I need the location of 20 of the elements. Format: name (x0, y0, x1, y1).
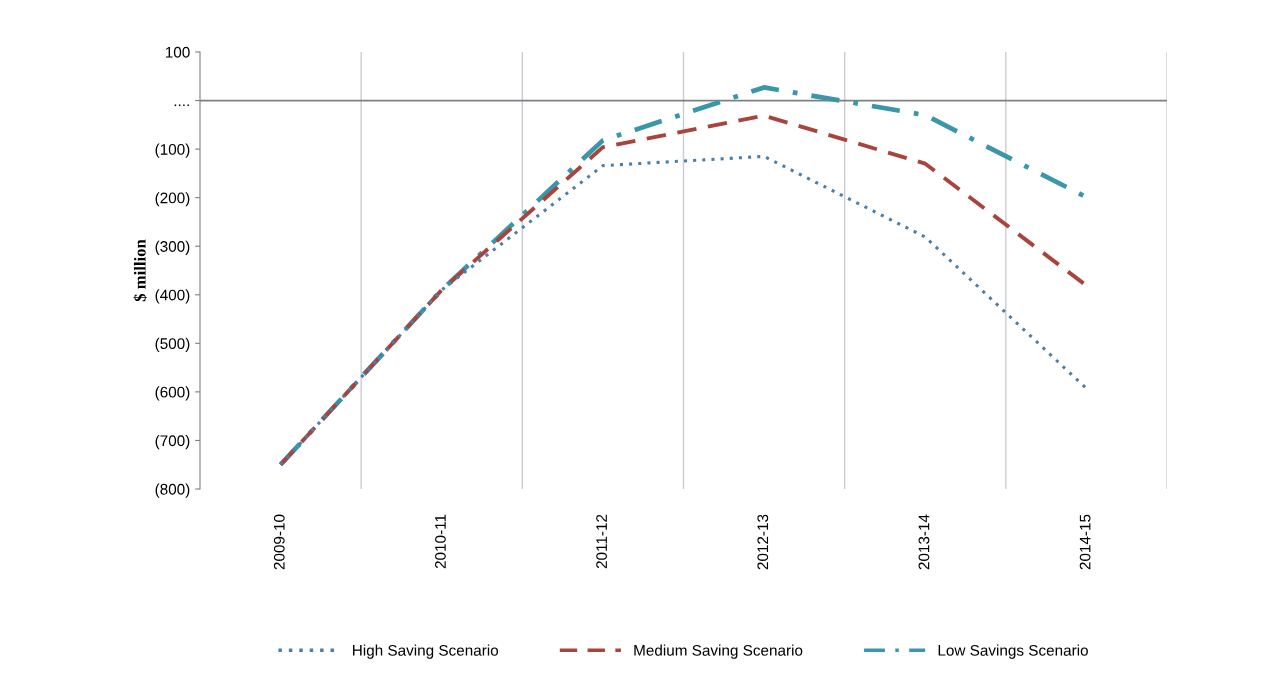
x-tick-label: 2013-14 (918, 514, 930, 570)
y-tick-label: 100 (165, 46, 190, 58)
y-tick-label: (500) (155, 337, 190, 353)
y-tick-label: (600) (155, 386, 190, 401)
x-tick-label: 2014-15 (1079, 514, 1091, 570)
y-tick-label: (200) (155, 192, 190, 207)
y-tick-label: .... (174, 104, 189, 107)
y-axis-title: $ million (133, 239, 147, 302)
x-tick-label: 2010-11 (435, 514, 446, 569)
legend-label: Low Savings Scenario (938, 644, 1088, 659)
y-tick-label: (700) (155, 434, 190, 450)
y-tick-label: (400) (155, 289, 190, 304)
legend-label: High Saving Scenario (353, 644, 499, 659)
x-tick-label: 2009-10 (273, 514, 285, 570)
x-tick-label: 2012-13 (757, 514, 769, 570)
legend-label: Medium Saving Scenario (634, 644, 803, 659)
y-tick-label: (100) (155, 143, 190, 158)
y-tick-label: (800) (155, 483, 190, 498)
y-tick-label: (300) (155, 240, 190, 255)
x-tick-label: 2011-12 (596, 514, 608, 569)
